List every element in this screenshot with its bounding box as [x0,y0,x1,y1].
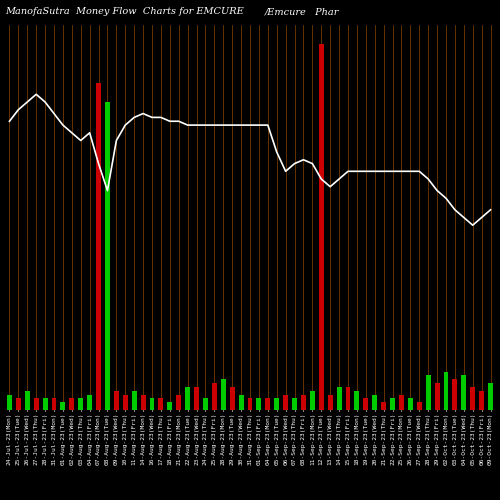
Bar [7,394,12,410]
Bar [105,102,110,410]
Bar [434,383,440,410]
Bar [96,82,101,410]
Bar [408,398,413,410]
Bar [70,398,74,410]
Bar [301,394,306,410]
Bar [87,394,92,410]
Bar [364,398,368,410]
Bar [354,391,360,410]
Bar [132,391,136,410]
Bar [150,398,154,410]
Bar [426,376,430,410]
Bar [479,391,484,410]
Bar [34,398,38,410]
Bar [158,398,164,410]
Bar [381,402,386,410]
Bar [346,387,350,410]
Bar [203,398,208,410]
Bar [319,44,324,410]
Bar [25,391,29,410]
Bar [248,398,252,410]
Bar [462,376,466,410]
Bar [488,383,493,410]
Bar [283,394,288,410]
Bar [274,398,279,410]
Bar [114,391,119,410]
Bar [221,379,226,410]
Bar [372,394,377,410]
Bar [16,398,21,410]
Bar [194,387,199,410]
Bar [168,402,172,410]
Bar [266,398,270,410]
Bar [176,394,181,410]
Bar [256,398,262,410]
Bar [390,398,395,410]
Bar [185,387,190,410]
Bar [140,394,145,410]
Bar [212,383,217,410]
Text: ManofaSutra  Money Flow  Charts for EMCURE: ManofaSutra Money Flow Charts for EMCURE [5,8,244,16]
Bar [42,398,48,410]
Bar [123,394,128,410]
Text: /Emcure   Phar: /Emcure Phar [265,8,340,16]
Bar [452,379,458,410]
Bar [230,387,234,410]
Bar [470,387,475,410]
Bar [328,394,332,410]
Bar [444,372,448,410]
Bar [292,398,297,410]
Bar [60,402,66,410]
Bar [417,402,422,410]
Bar [238,394,244,410]
Bar [52,398,57,410]
Bar [310,391,315,410]
Bar [336,387,342,410]
Bar [399,394,404,410]
Bar [78,398,83,410]
